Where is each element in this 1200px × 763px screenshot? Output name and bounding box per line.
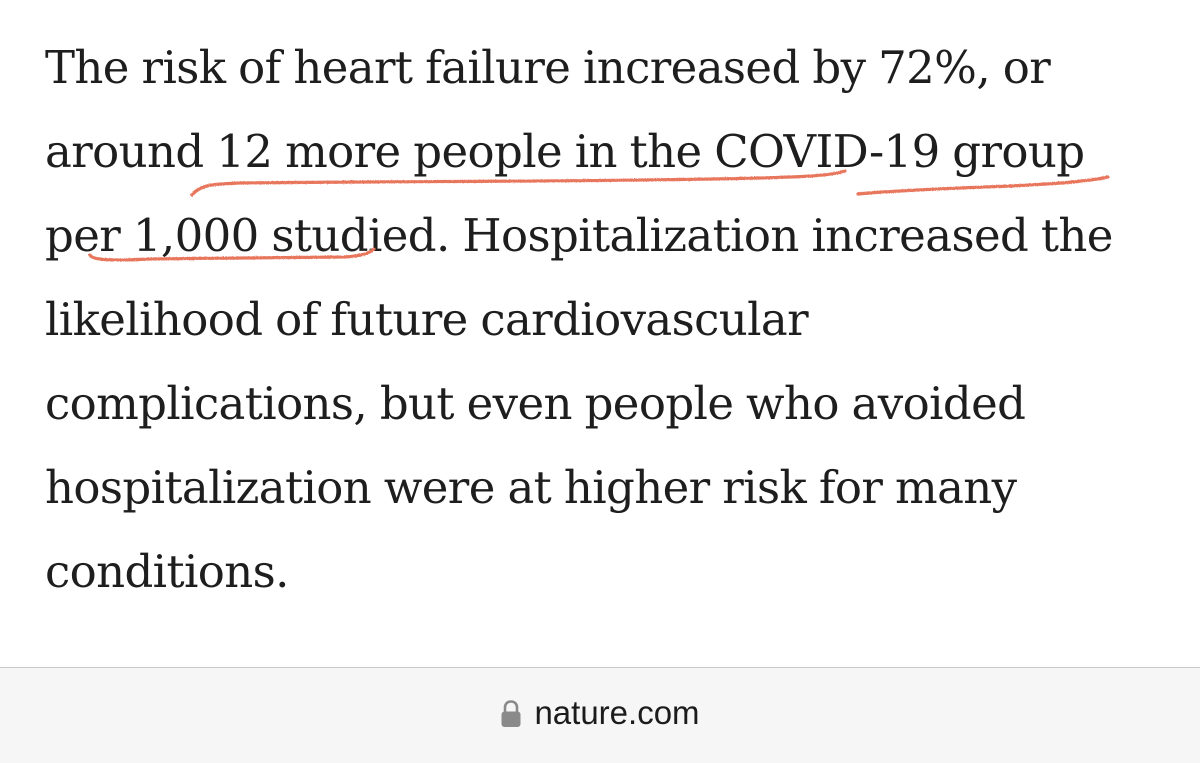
lock-icon <box>501 700 521 727</box>
paragraph-line-5: complications, but even people who avoid… <box>45 377 1026 430</box>
article-paragraph: The risk of heart failure increased by 7… <box>45 26 1175 614</box>
paragraph-line-2: around 12 more people in the COVID-19 gr… <box>45 125 1085 178</box>
paragraph-line-3: per 1,000 studied. Hospitalization incre… <box>45 209 1113 262</box>
paragraph-line-6: hospitalization were at higher risk for … <box>45 461 1017 514</box>
paragraph-line-7: conditions. <box>45 545 289 598</box>
address-bar[interactable]: nature.com <box>0 668 1200 763</box>
browser-bottom-bar: nature.com <box>0 667 1200 763</box>
article-content: The risk of heart failure increased by 7… <box>45 26 1175 614</box>
paragraph-line-1: The risk of heart failure increased by 7… <box>45 41 1051 94</box>
address-url[interactable]: nature.com <box>534 694 700 731</box>
paragraph-line-4: likelihood of future cardiovascular <box>45 293 809 346</box>
